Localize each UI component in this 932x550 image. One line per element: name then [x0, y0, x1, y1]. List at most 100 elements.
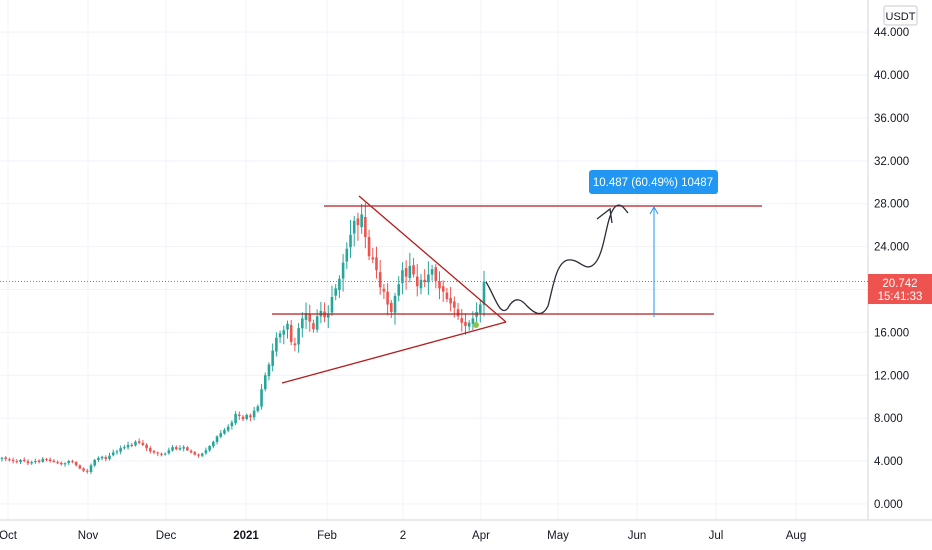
candle — [141, 439, 145, 447]
candle-body — [89, 465, 93, 472]
candle — [212, 440, 215, 449]
candle-body — [441, 286, 445, 292]
time-tick-label: 2 — [400, 530, 406, 542]
candle-body — [130, 444, 134, 447]
candle-body — [456, 309, 460, 317]
candle — [308, 304, 312, 332]
candle — [404, 260, 408, 290]
triangle-upper-line[interactable] — [358, 195, 507, 323]
candle-body — [245, 414, 249, 420]
candle-body — [404, 268, 408, 277]
candle — [119, 445, 122, 455]
candle-body — [249, 415, 252, 418]
price-tick-label: 36.000 — [874, 113, 909, 125]
candle-body — [215, 436, 219, 442]
candle-body — [460, 318, 464, 323]
candle — [174, 445, 178, 451]
candle — [441, 280, 445, 302]
candle-body — [56, 462, 59, 464]
candle-body — [360, 214, 363, 228]
candle — [304, 302, 308, 329]
last-price-badge-bg — [868, 274, 932, 304]
candle — [352, 216, 356, 247]
projection-arrow-head — [596, 207, 613, 224]
candle — [78, 464, 82, 470]
candle-body — [111, 452, 115, 456]
measure-arrow-icon — [649, 205, 659, 215]
candle — [208, 445, 211, 452]
candle-body — [208, 446, 211, 451]
candle — [41, 456, 45, 463]
candle-body — [178, 448, 182, 450]
candle — [286, 320, 289, 339]
time-tick-label: Feb — [317, 530, 337, 542]
candle — [85, 468, 89, 474]
candle — [367, 229, 371, 261]
breakout-marker — [473, 322, 479, 328]
candle-body — [293, 343, 297, 346]
candle-body — [345, 248, 349, 262]
candle — [478, 300, 482, 323]
candle — [330, 285, 334, 317]
candle-body — [93, 459, 96, 466]
candle-body — [412, 265, 415, 275]
candle — [378, 260, 382, 295]
candle — [200, 452, 204, 457]
projection-path[interactable] — [485, 204, 629, 315]
time-tick-label: Oct — [0, 530, 18, 542]
candle-body — [234, 413, 237, 424]
candle — [108, 452, 111, 461]
triangle-lower-line[interactable] — [281, 321, 507, 384]
price-tick-label: 44.000 — [874, 27, 909, 39]
candle-body — [341, 262, 345, 279]
candle-body — [212, 441, 215, 447]
candle-body — [330, 296, 334, 313]
candle — [4, 456, 8, 462]
candle — [30, 460, 33, 465]
candle-body — [467, 322, 471, 327]
candle-body — [226, 426, 230, 431]
candle-body — [267, 364, 271, 377]
candle — [293, 337, 297, 352]
candle-body — [449, 298, 452, 304]
candle — [160, 452, 163, 457]
candle-body — [315, 316, 319, 330]
candle — [226, 424, 230, 433]
candle-body — [22, 459, 26, 462]
drawing-tools[interactable] — [272, 195, 762, 384]
candle-body — [63, 463, 67, 465]
candle-body — [364, 217, 367, 237]
candle — [393, 292, 397, 325]
candle-body — [141, 442, 145, 445]
candle-body — [223, 429, 226, 434]
price-axis[interactable]: 0.0004.0008.00012.00016.00020.00024.0002… — [874, 27, 909, 511]
time-axis[interactable]: Oct Nov Dec 2021 Feb 2 Apr May Jun Jul Aug — [0, 530, 806, 542]
candle-body — [163, 453, 167, 455]
candle — [271, 343, 274, 372]
candle — [430, 264, 434, 281]
measure-tool[interactable]: 10.487 (60.49%) 10487 — [589, 170, 718, 317]
currency-badge[interactable]: USDT — [883, 5, 918, 26]
time-tick-label: Aug — [786, 530, 806, 542]
candle — [375, 246, 378, 279]
candle-body — [19, 459, 22, 463]
last-price-badge: 20.742 15:41:33 — [868, 274, 932, 304]
candle-body — [82, 468, 85, 471]
candle-body — [26, 461, 30, 464]
chart-grid — [0, 0, 868, 520]
candle — [467, 320, 471, 331]
candle-body — [197, 454, 200, 456]
candle-body — [37, 460, 41, 463]
candle — [390, 299, 393, 319]
candle-body — [200, 453, 204, 456]
candle-body — [464, 321, 467, 326]
candle — [408, 252, 412, 283]
candle-body — [97, 457, 100, 460]
candle — [134, 440, 137, 447]
candle — [48, 457, 52, 463]
candle — [130, 442, 134, 448]
candle — [263, 372, 267, 392]
candle — [22, 457, 26, 463]
candle-body — [34, 461, 37, 463]
